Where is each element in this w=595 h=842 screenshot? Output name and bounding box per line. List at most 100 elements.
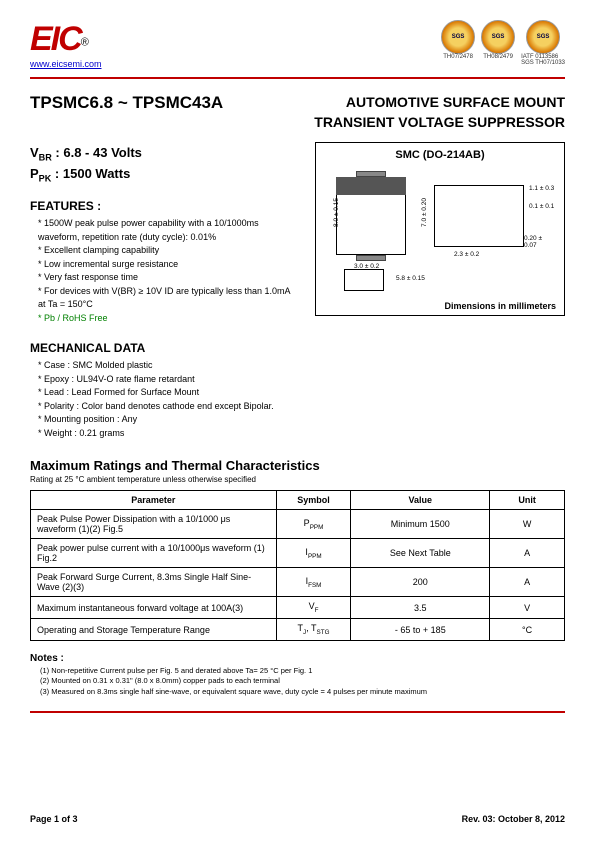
cert-badge: SGS TH08/2479 [481, 20, 515, 66]
cert-label: TH07/2478 [443, 54, 473, 60]
mech-item: Mounting position : Any [38, 413, 565, 427]
cert-label: TH08/2479 [483, 54, 513, 60]
dim-label: 0.1 ± 0.1 [529, 203, 554, 210]
note-item: (2) Mounted on 0.31 x 0.31" (8.0 x 8.0mm… [40, 676, 565, 687]
cell: VF [276, 597, 351, 619]
cert-badge: SGS TH07/2478 [441, 20, 475, 66]
dim-label: 5.8 ± 0.15 [396, 275, 425, 282]
divider [30, 77, 565, 79]
package-drawing: 8.0 ± 0.15 7.0 ± 0.20 3.0 ± 0.2 5.8 ± 0.… [324, 167, 556, 297]
cell: See Next Table [351, 539, 490, 568]
mechanical-heading: MECHANICAL DATA [30, 341, 565, 355]
cell: Operating and Storage Temperature Range [31, 619, 277, 641]
cert-label: IATF 0113586 SGS TH07/1033 [521, 54, 565, 66]
notes-list: (1) Non-repetitive Current pulse per Fig… [30, 666, 565, 698]
dim-label: 1.1 ± 0.3 [529, 185, 554, 192]
note-item: (1) Non-repetitive Current pulse per Fig… [40, 666, 565, 677]
package-title: SMC (DO-214AB) [324, 149, 556, 161]
table-row: Peak Pulse Power Dissipation with a 10/1… [31, 510, 565, 539]
cell: Peak power pulse current with a 10/1000μ… [31, 539, 277, 568]
mech-item: Polarity : Color band denotes cathode en… [38, 400, 565, 414]
ppk-spec: PPK : PPK : 1500 Watts1500 Watts [30, 166, 297, 184]
cert-badges: SGS TH07/2478 SGS TH08/2479 SGS IATF 011… [441, 20, 565, 66]
mechanical-list: Case : SMC Molded plastic Epoxy : UL94V-… [30, 359, 565, 440]
package-box: SMC (DO-214AB) 8.0 ± 0.15 7.0 ± 0.20 3.0… [315, 142, 565, 316]
sgs-badge-icon: SGS [441, 20, 475, 54]
cell: TJ, TSTG [276, 619, 351, 641]
cell: A [490, 568, 565, 597]
part-number-title: TPSMC6.8 ~ TPSMC43A [30, 93, 223, 132]
sgs-badge-icon: SGS [526, 20, 560, 54]
cell: PPPM [276, 510, 351, 539]
logo-block: EIC® www.eicsemi.com [30, 20, 102, 69]
cell: °C [490, 619, 565, 641]
product-line2: TRANSIENT VOLTAGE SUPPRESSOR [314, 113, 565, 133]
col-value: Value [351, 491, 490, 510]
mech-item: Weight : 0.21 grams [38, 427, 565, 441]
cell: V [490, 597, 565, 619]
feature-item: Very fast response time [38, 271, 297, 285]
smc-end-view-icon [344, 269, 384, 291]
table-header-row: Parameter Symbol Value Unit [31, 491, 565, 510]
col-symbol: Symbol [276, 491, 351, 510]
feature-item: For devices with V(BR) ≥ 10V ID are typi… [38, 285, 297, 312]
feature-item: 1500W peak pulse power capability with a… [38, 217, 297, 244]
ratings-heading: Maximum Ratings and Thermal Characterist… [30, 458, 565, 473]
note-item: (3) Measured on 8.3ms single half sine-w… [40, 687, 565, 698]
cert-badge: SGS IATF 0113586 SGS TH07/1033 [521, 20, 565, 66]
revision: Rev. 03: October 8, 2012 [462, 814, 565, 824]
vbr-spec: VBR : VBR : 6.8 - 43 Volts6.8 - 43 Volts [30, 145, 297, 163]
cell: Peak Pulse Power Dissipation with a 10/1… [31, 510, 277, 539]
table-row: Operating and Storage Temperature Range … [31, 619, 565, 641]
feature-item: Excellent clamping capability [38, 244, 297, 258]
cell: IPPM [276, 539, 351, 568]
dim-label: 3.0 ± 0.2 [354, 263, 379, 270]
page-footer: Page 1 of 3 Rev. 03: October 8, 2012 [30, 814, 565, 824]
cell: 3.5 [351, 597, 490, 619]
main-two-column: VBR : VBR : 6.8 - 43 Volts6.8 - 43 Volts… [30, 142, 565, 325]
cell: - 65 to + 185 [351, 619, 490, 641]
mech-item: Case : SMC Molded plastic [38, 359, 565, 373]
feature-item: Low incremental surge resistance [38, 258, 297, 272]
cell: Peak Forward Surge Current, 8.3ms Single… [31, 568, 277, 597]
dim-label: 8.0 ± 0.15 [333, 198, 340, 227]
company-logo: EIC® [30, 20, 102, 59]
col-unit: Unit [490, 491, 565, 510]
table-row: Peak power pulse current with a 10/1000μ… [31, 539, 565, 568]
company-url[interactable]: www.eicsemi.com [30, 59, 102, 69]
page-number: Page 1 of 3 [30, 814, 78, 824]
cell: IFSM [276, 568, 351, 597]
ratings-subheading: Rating at 25 °C ambient temperature unle… [30, 475, 565, 484]
cell: A [490, 539, 565, 568]
sgs-badge-icon: SGS [481, 20, 515, 54]
cell: 200 [351, 568, 490, 597]
table-row: Maximum instantaneous forward voltage at… [31, 597, 565, 619]
product-title: AUTOMOTIVE SURFACE MOUNT TRANSIENT VOLTA… [314, 93, 565, 132]
dim-label: 7.0 ± 0.20 [421, 198, 428, 227]
ratings-table: Parameter Symbol Value Unit Peak Pulse P… [30, 490, 565, 641]
cell: W [490, 510, 565, 539]
features-list: 1500W peak pulse power capability with a… [30, 217, 297, 325]
dim-label: 2.3 ± 0.2 [454, 251, 479, 258]
smc-side-view-icon [434, 185, 524, 247]
cell: Minimum 1500 [351, 510, 490, 539]
mech-item: Lead : Lead Formed for Surface Mount [38, 386, 565, 400]
cell: Maximum instantaneous forward voltage at… [31, 597, 277, 619]
divider [30, 711, 565, 713]
dim-label: 0.20 ± 0.07 [524, 235, 556, 249]
left-column: VBR : VBR : 6.8 - 43 Volts6.8 - 43 Volts… [30, 142, 297, 325]
registered-icon: ® [81, 37, 89, 49]
lead-icon [356, 255, 386, 261]
title-row: TPSMC6.8 ~ TPSMC43A AUTOMOTIVE SURFACE M… [30, 93, 565, 132]
page-header: EIC® www.eicsemi.com SGS TH07/2478 SGS T… [30, 20, 565, 69]
mech-item: Epoxy : UL94V-O rate flame retardant [38, 373, 565, 387]
col-parameter: Parameter [31, 491, 277, 510]
cathode-band-icon [336, 177, 406, 195]
features-heading: FEATURES : [30, 199, 297, 213]
product-line1: AUTOMOTIVE SURFACE MOUNT [314, 93, 565, 113]
dimension-note: Dimensions in millimeters [324, 301, 556, 311]
notes-heading: Notes : [30, 653, 565, 664]
logo-text: EIC [30, 20, 81, 58]
right-column: SMC (DO-214AB) 8.0 ± 0.15 7.0 ± 0.20 3.0… [315, 142, 565, 325]
feature-item-rohs: Pb / RoHS Free [38, 312, 297, 326]
